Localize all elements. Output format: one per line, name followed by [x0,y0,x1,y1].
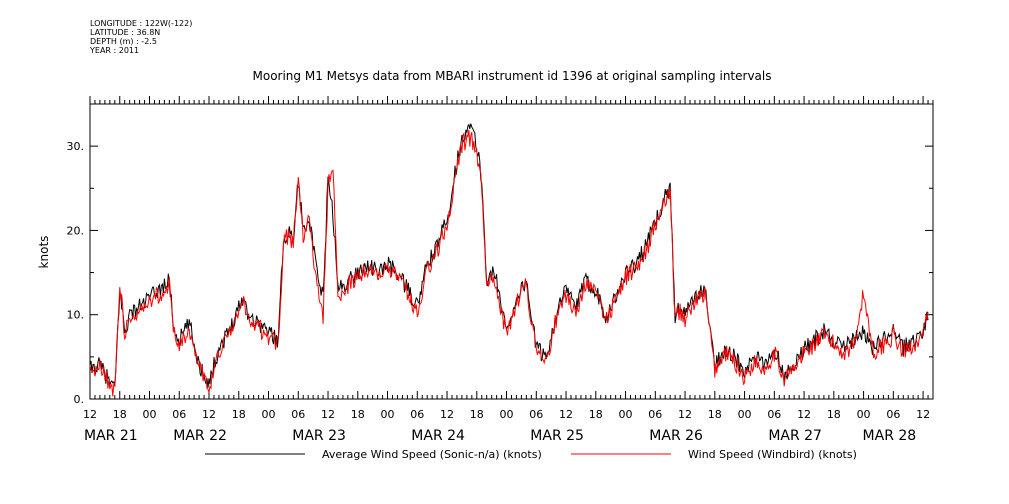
x-tick-label: 06 [529,408,543,421]
x-day-label: MAR 25 [530,428,584,444]
x-tick-label: 12 [202,408,216,421]
x-day-label: MAR 22 [173,428,227,444]
series-line-windbird [89,129,929,397]
x-tick-label: 12 [559,408,573,421]
x-tick-label: 18 [113,408,127,421]
x-tick-label: 12 [797,408,811,421]
x-tick-label: 12 [678,408,692,421]
x-tick-label: 06 [291,408,305,421]
x-tick-label: 00 [857,408,871,421]
x-tick-label: 18 [351,408,365,421]
y-tick-label: 0. [74,393,85,406]
y-axis-label: knots [37,236,51,269]
x-day-label: MAR 27 [768,428,822,444]
x-tick-label: 00 [500,408,514,421]
x-day-label: MAR 24 [411,428,465,444]
x-tick-label: 06 [172,408,186,421]
meta-latitude: LATITUDE : 36.8N [90,28,161,37]
x-tick-label: 18 [827,408,841,421]
x-tick-label: 12 [916,408,930,421]
x-tick-label: 18 [232,408,246,421]
meta-depth: DEPTH (m) : -2.5 [90,37,157,46]
x-tick-label: 12 [321,408,335,421]
x-tick-label: 06 [648,408,662,421]
x-tick-label: 18 [708,408,722,421]
x-tick-label: 12 [440,408,454,421]
legend: Average Wind Speed (Sonic-n/a) (knots) W… [205,448,857,461]
x-tick-label: 06 [767,408,781,421]
x-axis: 12 18 00 06 12 18 00 06 12 18 00 06 12 18 00 06 12 18 00 06… [83,96,934,444]
y-tick-label: 10. [67,309,85,322]
meta-longitude: LONGITUDE : 122W(-122) [90,19,193,28]
y-axis: 0. 10. 20. 30. [67,140,933,406]
x-tick-label: 00 [143,408,157,421]
chart-title: Mooring M1 Metsys data from MBARI instru… [253,69,772,83]
x-tick-label: 18 [589,408,603,421]
x-tick-label: 18 [470,408,484,421]
x-tick-label: 00 [381,408,395,421]
x-day-label: MAR 23 [292,428,346,444]
series-line-average-wind [89,123,929,388]
x-day-label: MAR 26 [649,428,703,444]
x-tick-label: 12 [83,408,97,421]
x-tick-label: 00 [738,408,752,421]
x-day-label: MAR 28 [863,428,917,444]
series-lines [89,123,929,397]
x-tick-label: 00 [262,408,276,421]
legend-label-average-wind: Average Wind Speed (Sonic-n/a) (knots) [322,448,542,461]
legend-label-windbird: Wind Speed (Windbird) (knots) [688,448,857,461]
meta-year: YEAR : 2011 [90,46,140,55]
y-tick-label: 20. [67,224,85,237]
x-day-label: MAR 21 [84,428,138,444]
y-tick-label: 30. [67,140,85,153]
x-tick-label: 06 [886,408,900,421]
x-tick-label: 06 [410,408,424,421]
x-tick-label: 00 [619,408,633,421]
